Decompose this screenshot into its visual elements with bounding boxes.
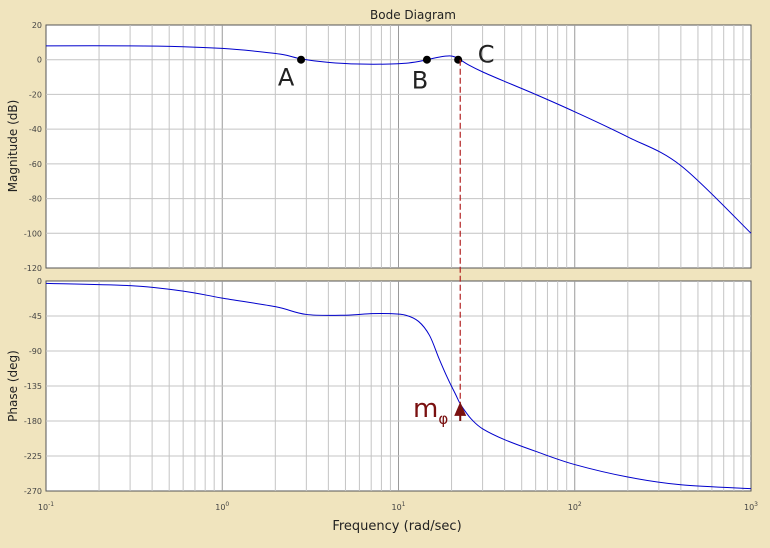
phase-margin-arrow [454, 401, 467, 421]
magnitude-y-tick-label: 0 [37, 56, 42, 65]
phase-grid [46, 281, 751, 491]
magnitude-y-tick-label: -60 [29, 160, 42, 169]
phase-y-tick-label: -180 [24, 417, 42, 426]
magnitude-y-ticks: 20 0 -20 -40 -60 -80 -100 -120 [24, 21, 42, 273]
x-axis-ticks: 10-1 100 101 102 103 [38, 501, 758, 512]
phase-y-tick-label: 0 [37, 277, 42, 286]
point-marker-b [422, 55, 431, 64]
magnitude-y-tick-label: -40 [29, 125, 42, 134]
phase-margin-label: mφ [413, 394, 448, 428]
point-marker-c [454, 55, 463, 64]
phase-margin-label-subscript: φ [438, 410, 448, 428]
magnitude-panel: 20 0 -20 -40 -60 -80 -100 -120 A B C Magnitude (d… [6, 21, 752, 273]
x-tick-label: 10-1 [38, 501, 54, 512]
magnitude-axis-label: Magnitude (dB) [6, 100, 20, 193]
phase-panel: 0 -45 -90 -135 -180 -225 -270 Phase (deg) [6, 277, 752, 496]
magnitude-y-tick-label: -120 [24, 264, 42, 273]
phase-y-tick-label: -270 [24, 487, 42, 496]
x-tick-label: 101 [391, 501, 405, 512]
chart-title: Bode Diagram [370, 8, 456, 22]
magnitude-y-tick-label: -20 [29, 90, 42, 99]
x-axis-label: Frequency (rad/sec) [332, 519, 461, 534]
x-tick-label: 103 [744, 501, 758, 512]
phase-curve [45, 282, 752, 490]
phase-y-tick-label: -90 [29, 347, 42, 356]
phase-margin-label-base: m [413, 394, 438, 424]
phase-y-tick-label: -225 [24, 452, 42, 461]
phase-y-tick-label: -45 [29, 312, 42, 321]
x-tick-label: 100 [215, 501, 229, 512]
point-marker-a [297, 55, 306, 64]
magnitude-y-tick-label: -80 [29, 195, 42, 204]
point-label-b: B [412, 67, 428, 95]
magnitude-y-tick-label: 20 [32, 21, 42, 30]
point-label-a: A [278, 64, 295, 92]
phase-y-ticks: 0 -45 -90 -135 -180 -225 -270 [24, 277, 42, 496]
magnitude-y-tick-label: -100 [24, 229, 42, 238]
x-tick-label: 102 [568, 501, 582, 512]
magnitude-grid [46, 25, 751, 268]
phase-y-tick-label: -135 [24, 382, 42, 391]
phase-margin-arrow-head [454, 401, 467, 416]
point-label-c: C [478, 41, 495, 69]
phase-axis-label: Phase (deg) [6, 350, 20, 422]
